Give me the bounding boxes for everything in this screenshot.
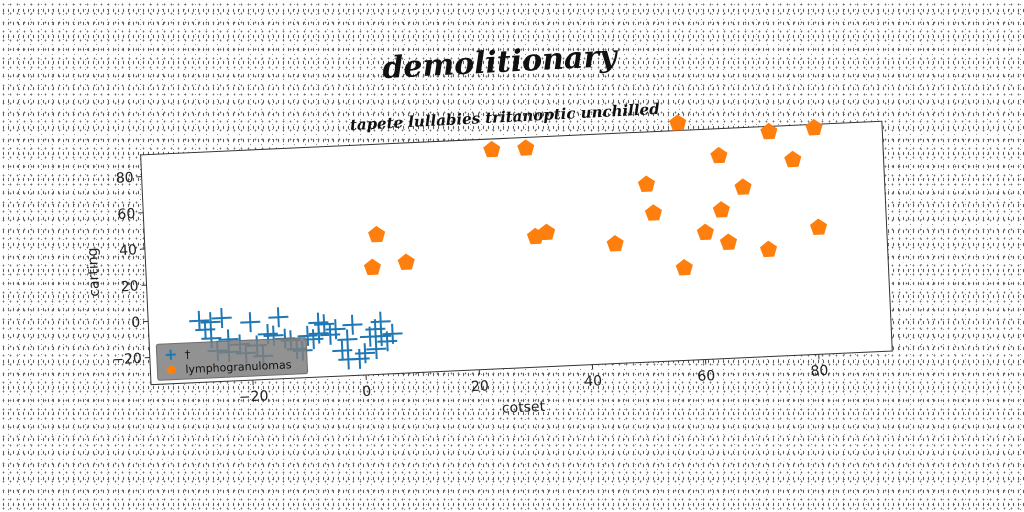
x-tick-label: 80 bbox=[810, 363, 829, 380]
x-axis-label: cotset bbox=[502, 399, 546, 417]
x-tick-label: 20 bbox=[471, 378, 490, 395]
chart-subtitle: tapete lullabies tritanoptic unchilled bbox=[349, 100, 660, 134]
y-tick-label: −20 bbox=[112, 351, 142, 368]
x-tick-label: −20 bbox=[239, 388, 269, 405]
y-tick-label: 0 bbox=[131, 315, 141, 331]
y-tick-label: 60 bbox=[117, 206, 136, 223]
y-tick-label: 20 bbox=[120, 279, 139, 296]
y-tick-label: 40 bbox=[119, 242, 138, 259]
x-tick-label: 60 bbox=[697, 368, 716, 385]
y-tick-label: 80 bbox=[115, 170, 134, 187]
x-tick-label: 0 bbox=[362, 384, 372, 400]
chart-title: demolitionary bbox=[382, 39, 620, 86]
x-tick-label: 40 bbox=[584, 373, 603, 390]
plot-area: −20 0 20 40 60 80 −20 0 20 40 60 80 cotset carting… bbox=[80, 105, 895, 435]
legend: †lymphogranulomas bbox=[156, 338, 307, 381]
data-point-series-1 bbox=[669, 114, 687, 131]
y-axis-label: carting bbox=[85, 247, 103, 297]
